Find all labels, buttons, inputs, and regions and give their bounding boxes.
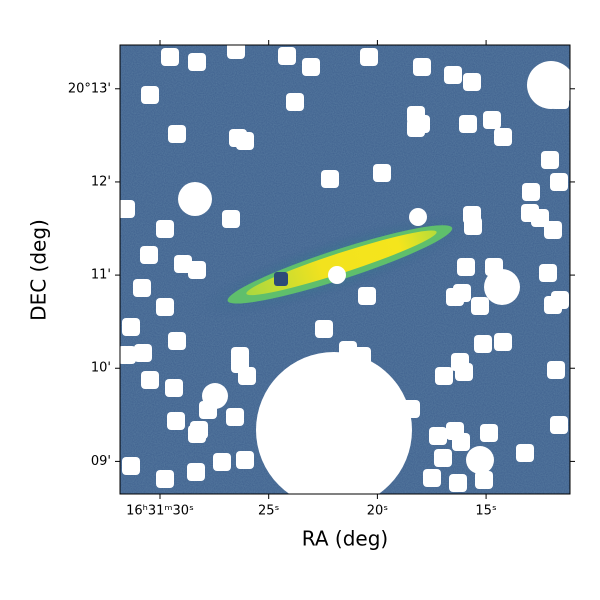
mask — [541, 151, 559, 169]
mask — [550, 173, 568, 191]
mask — [227, 45, 245, 59]
mask — [161, 48, 179, 66]
mask — [466, 446, 494, 474]
mask — [156, 220, 174, 238]
mask — [516, 444, 534, 462]
mask — [409, 208, 427, 226]
mask — [435, 367, 453, 385]
mask — [321, 170, 339, 188]
y-tick-label: 09' — [91, 454, 111, 469]
mask — [551, 291, 569, 309]
mask — [423, 469, 441, 487]
mask — [188, 261, 206, 279]
mask — [187, 463, 205, 481]
mask — [429, 427, 447, 445]
mask — [174, 255, 192, 273]
mask — [550, 416, 568, 434]
mask — [188, 425, 206, 443]
y-tick-label: 12' — [91, 174, 111, 189]
mask — [434, 449, 452, 467]
mask — [156, 298, 174, 316]
mask — [141, 371, 159, 389]
galaxy-core — [246, 230, 437, 296]
mask — [141, 86, 159, 104]
x-tick-label: 20ˢ — [367, 504, 389, 519]
mask — [226, 408, 244, 426]
mask — [360, 48, 378, 66]
mask — [165, 379, 183, 397]
mask — [457, 258, 475, 276]
y-tick-label: 11' — [91, 268, 111, 283]
mask — [471, 297, 489, 315]
x-tick-label: 25ˢ — [258, 504, 280, 519]
mask — [178, 182, 212, 216]
mask — [286, 93, 304, 111]
mask — [453, 284, 471, 302]
mask — [168, 125, 186, 143]
mask — [167, 412, 185, 430]
x-axis-label: RA (deg) — [302, 527, 388, 551]
mask — [256, 352, 412, 494]
dark-mask — [274, 272, 288, 286]
mask — [459, 115, 477, 133]
mask — [188, 53, 206, 71]
mask — [122, 457, 140, 475]
mask — [134, 344, 152, 362]
mask — [140, 246, 158, 264]
mask — [413, 58, 431, 76]
mask — [484, 269, 520, 305]
mask — [527, 61, 570, 109]
mask — [452, 433, 470, 451]
mask — [449, 474, 467, 492]
mask — [202, 383, 228, 409]
mask — [373, 164, 391, 182]
mask — [539, 264, 557, 282]
mask — [231, 355, 249, 373]
mask — [494, 333, 512, 351]
mask — [547, 361, 565, 379]
mask — [455, 363, 473, 381]
x-tick-label: 15ˢ — [475, 504, 497, 519]
mask — [480, 424, 498, 442]
mask — [168, 332, 186, 350]
mask — [302, 58, 320, 76]
mask — [358, 287, 376, 305]
mask — [474, 335, 492, 353]
mask — [133, 279, 151, 297]
y-tick-label: 10' — [91, 361, 111, 376]
mask — [463, 73, 481, 91]
mask — [494, 128, 512, 146]
mask — [278, 47, 296, 65]
mask — [156, 470, 174, 488]
mask — [315, 320, 333, 338]
sky-image — [120, 45, 570, 494]
mask — [531, 209, 549, 227]
mask — [222, 210, 240, 228]
mask — [122, 318, 140, 336]
mask — [120, 200, 135, 218]
mask — [328, 266, 346, 284]
mask — [483, 111, 501, 129]
mask — [236, 451, 254, 469]
x-tick-label: 16ʰ31ᵐ30ˢ — [126, 504, 194, 519]
mask — [475, 471, 493, 489]
plot-frame — [119, 44, 571, 495]
mask — [236, 132, 254, 150]
mask — [412, 115, 430, 133]
y-axis-label: DEC (deg) — [27, 219, 51, 321]
mask — [464, 217, 482, 235]
y-tick-label: 20°13' — [68, 81, 111, 96]
mask — [444, 66, 462, 84]
mask — [544, 221, 562, 239]
mask — [522, 183, 540, 201]
mask — [120, 346, 136, 364]
mask — [213, 453, 231, 471]
